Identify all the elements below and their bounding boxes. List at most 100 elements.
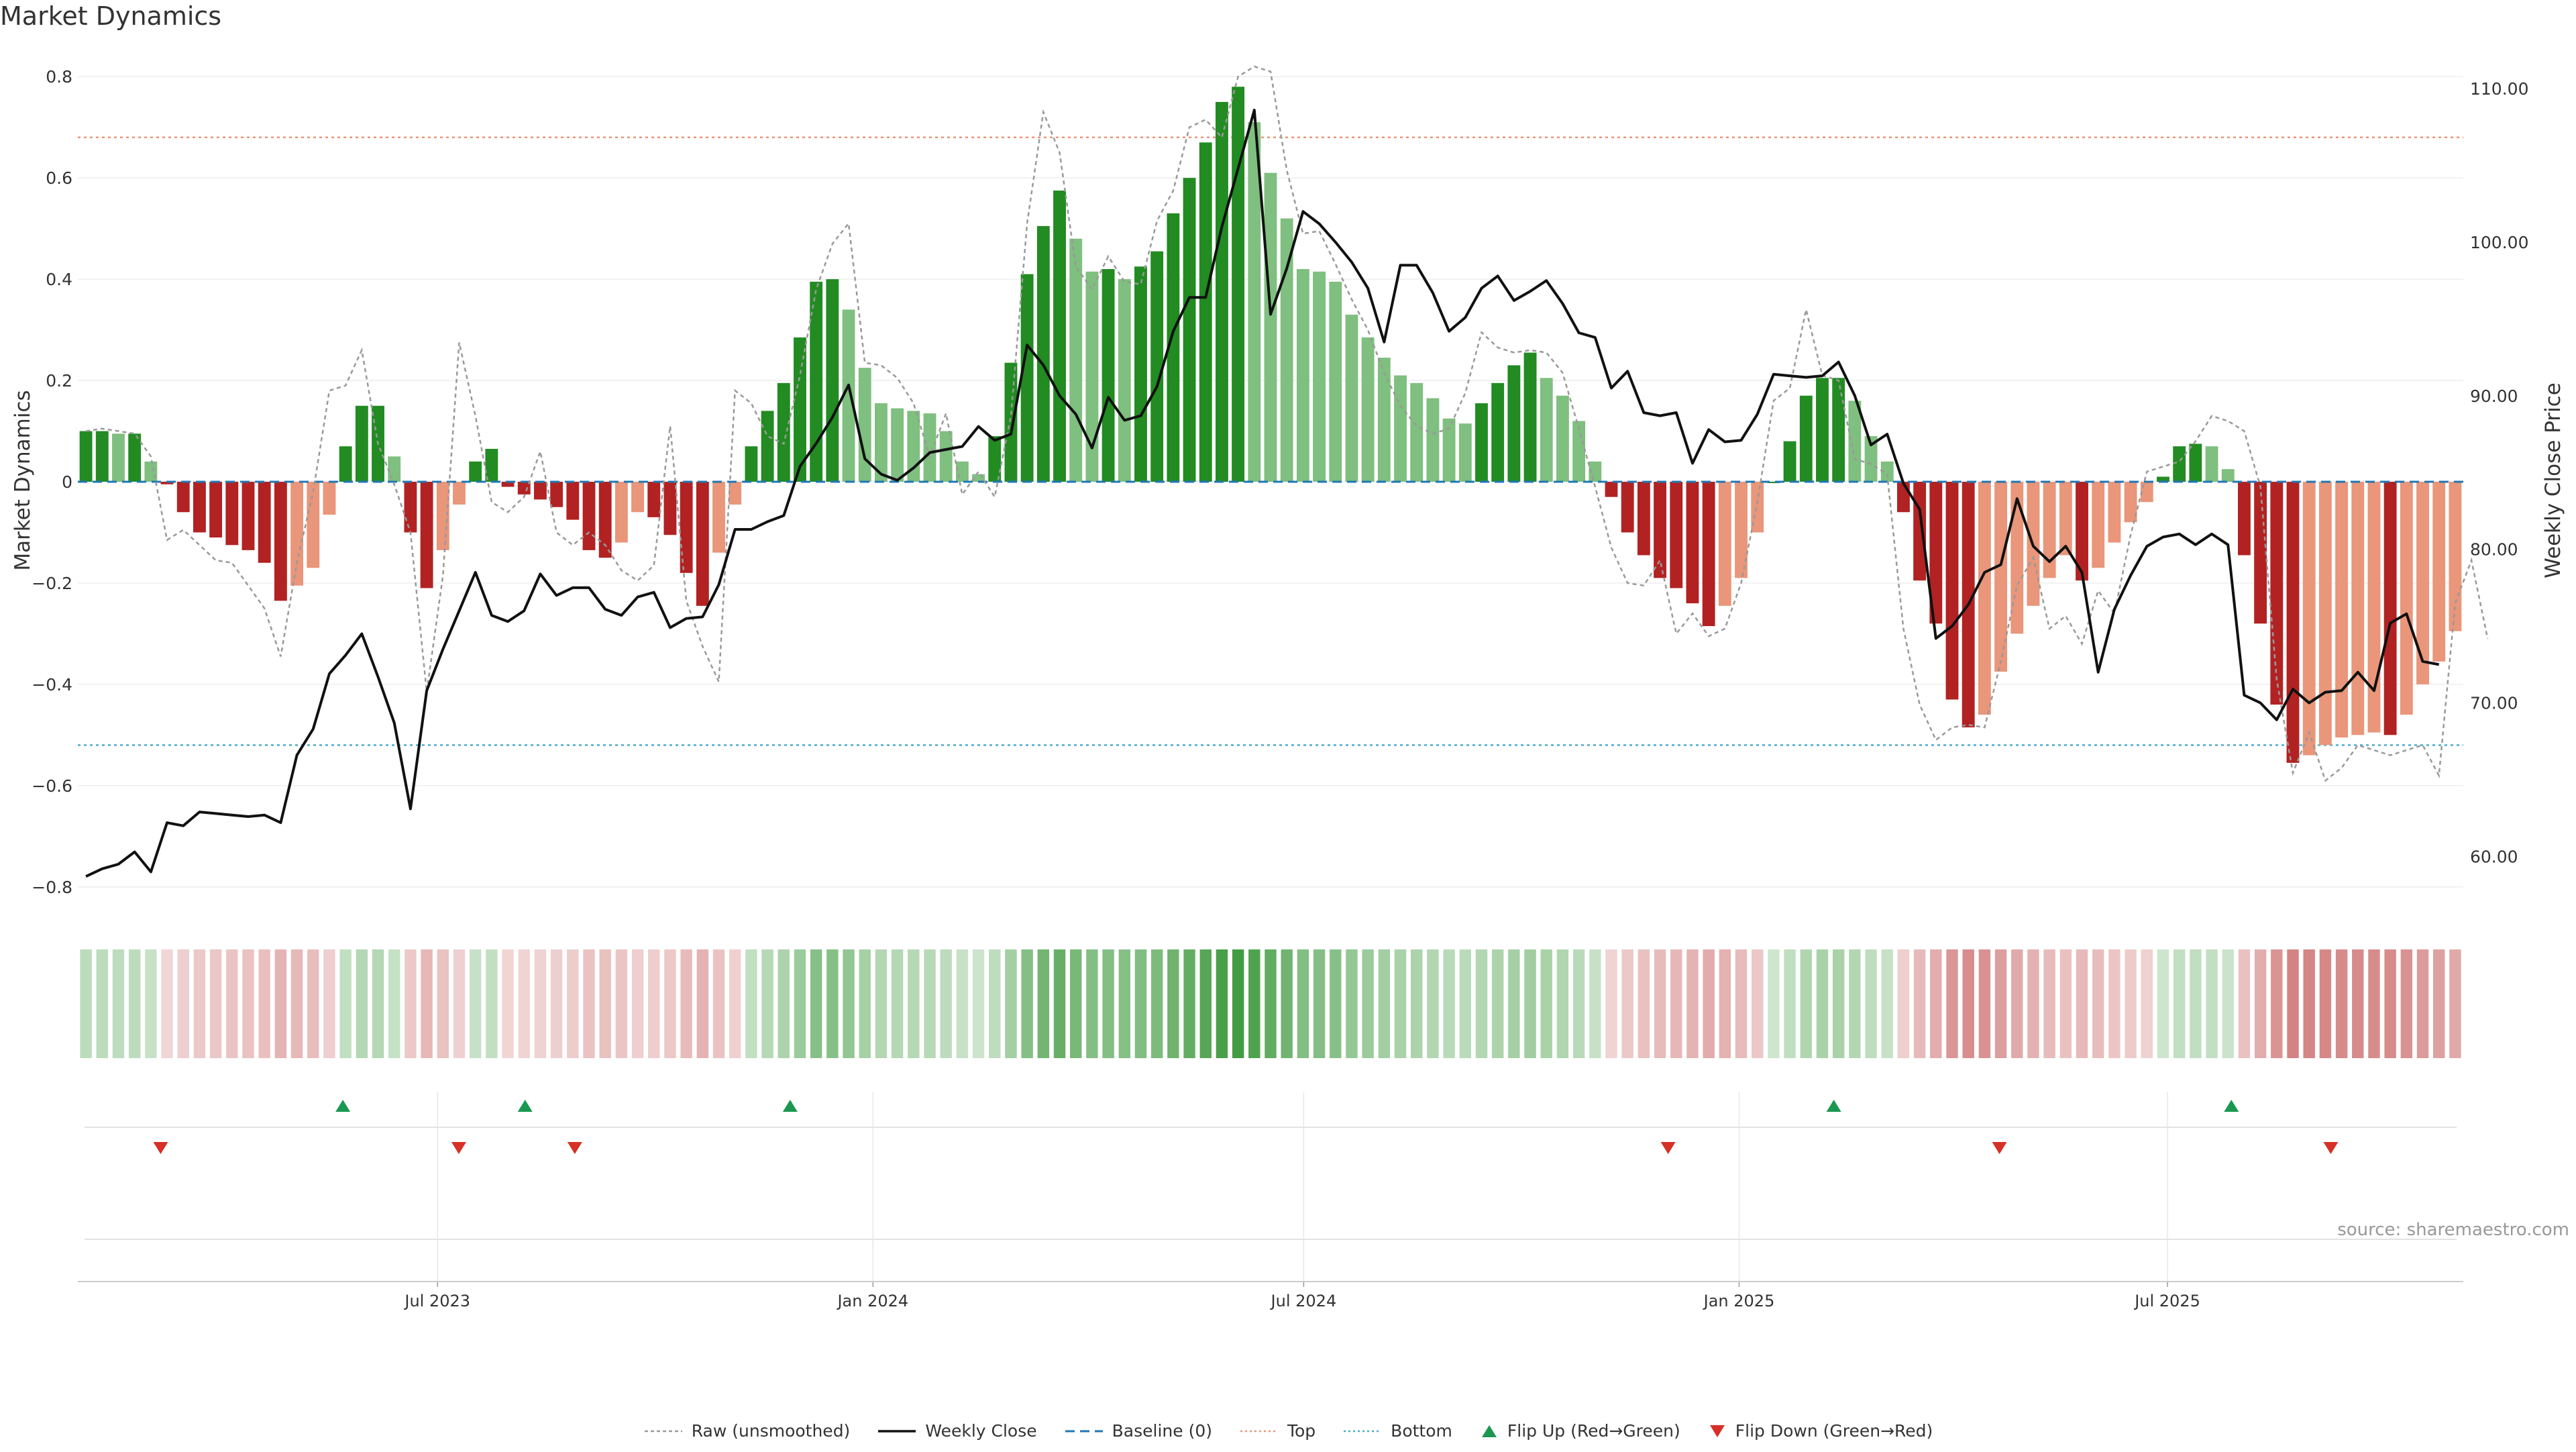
dynamics-bar bbox=[1426, 398, 1440, 482]
heat-strip-cell bbox=[1313, 949, 1326, 1058]
heat-strip-cell bbox=[1459, 949, 1471, 1058]
heat-strip-cell bbox=[290, 949, 303, 1058]
dynamics-bar bbox=[631, 482, 645, 513]
legend-bottom-swatch bbox=[1344, 1430, 1382, 1432]
heat-strip-cell bbox=[1102, 949, 1114, 1058]
dynamics-bar bbox=[1491, 382, 1505, 482]
heat-strip-cell bbox=[1849, 949, 1861, 1058]
heat-strip-cell bbox=[1248, 949, 1260, 1058]
dynamics-bar bbox=[1864, 436, 1878, 482]
legend-close: Weekly Close bbox=[877, 1421, 1037, 1441]
flip-down-marker bbox=[2323, 1142, 2339, 1154]
heat-strip-cell bbox=[956, 949, 969, 1058]
heat-strip-cell bbox=[469, 949, 482, 1058]
dynamics-bar bbox=[355, 405, 368, 482]
y2-tick-label: 60.00 bbox=[2470, 847, 2518, 866]
dynamics-bar bbox=[2124, 482, 2137, 523]
dynamics-bar bbox=[176, 482, 190, 513]
x-tick-label: Jul 2024 bbox=[1270, 1292, 1337, 1310]
dynamics-bar bbox=[1458, 423, 1472, 482]
dynamics-bar bbox=[2076, 482, 2088, 581]
dynamics-bar bbox=[1410, 382, 1424, 482]
dynamics-bar bbox=[388, 456, 401, 482]
y-tick-label: 0 bbox=[62, 472, 72, 492]
heat-strip-cell bbox=[405, 949, 417, 1058]
heat-strip-cell bbox=[1897, 949, 1910, 1058]
heat-strip-cell bbox=[1978, 949, 1991, 1058]
heat-strip-cell bbox=[2254, 949, 2267, 1058]
heat-strip-cell bbox=[891, 949, 904, 1058]
dynamics-bar bbox=[1150, 251, 1164, 482]
dynamics-bar bbox=[1654, 482, 1667, 578]
dynamics-bar bbox=[1994, 482, 2008, 672]
heat-strip-cell bbox=[2027, 949, 2039, 1058]
heat-strip-cell bbox=[761, 949, 773, 1058]
dynamics-bar bbox=[1767, 482, 1780, 483]
heat-strip-cell bbox=[80, 949, 92, 1058]
legend-flip-down-label: Flip Down (Green→Red) bbox=[1735, 1421, 1933, 1441]
heat-strip-cell bbox=[2141, 949, 2153, 1058]
flip-up-marker bbox=[2224, 1100, 2239, 1112]
heat-strip-cell bbox=[1005, 949, 1017, 1058]
dynamics-bar bbox=[1248, 122, 1261, 482]
dynamics-bar bbox=[1686, 482, 1699, 604]
dynamics-bar bbox=[2302, 482, 2316, 756]
x-tick-label: Jan 2024 bbox=[836, 1292, 908, 1310]
heat-strip-cell bbox=[2125, 949, 2137, 1058]
flip-up-marker bbox=[1826, 1100, 1841, 1112]
dynamics-bar bbox=[1036, 225, 1050, 482]
heat-strip-cell bbox=[2368, 949, 2380, 1058]
heat-strip-cell bbox=[1265, 949, 1277, 1058]
dynamics-bar bbox=[225, 482, 239, 546]
heat-strip-cell bbox=[2011, 949, 2023, 1058]
legend-top-swatch bbox=[1240, 1430, 1278, 1432]
dynamics-bar bbox=[1215, 101, 1228, 482]
heat-strip-cell bbox=[145, 949, 157, 1058]
heat-strip-cell bbox=[356, 949, 368, 1058]
heat-strip-cell bbox=[1638, 949, 1650, 1058]
heat-strip-cell bbox=[810, 949, 822, 1058]
dynamics-bar bbox=[988, 436, 1002, 482]
dynamics-bar bbox=[647, 482, 661, 517]
heat-strip-cell bbox=[2076, 949, 2088, 1058]
heat-strip-cell bbox=[989, 949, 1001, 1058]
flip-up-marker bbox=[782, 1100, 798, 1112]
dynamics-bar bbox=[729, 482, 742, 505]
heat-strip-cell bbox=[339, 949, 352, 1058]
heat-strip-cell bbox=[843, 949, 855, 1058]
heat-strip-cell bbox=[2449, 949, 2461, 1058]
heat-strip bbox=[80, 949, 2461, 1058]
heat-strip-cell bbox=[1443, 949, 1455, 1058]
heat-strip-cell bbox=[274, 949, 287, 1058]
dynamics-bar bbox=[2189, 444, 2202, 482]
dynamics-bar bbox=[2286, 482, 2300, 763]
heat-strip-cell bbox=[615, 949, 628, 1058]
heat-strip-cell bbox=[567, 949, 579, 1058]
x-tick-label: Jul 2023 bbox=[403, 1292, 470, 1310]
dynamics-bar bbox=[2351, 482, 2365, 735]
dynamics-bar bbox=[436, 482, 449, 550]
heat-strip-cell bbox=[2157, 949, 2169, 1058]
flip-down-marker bbox=[1992, 1142, 2007, 1154]
heat-strip-cell bbox=[502, 949, 514, 1058]
heat-strip-cell bbox=[1962, 949, 1974, 1058]
heat-strip-cell bbox=[1605, 949, 1617, 1058]
heat-strip-cell bbox=[1118, 949, 1130, 1058]
heat-strip-cell bbox=[1670, 949, 1682, 1058]
dynamics-bar bbox=[1637, 482, 1650, 556]
dynamics-bar bbox=[858, 368, 871, 482]
heat-strip-cell bbox=[1654, 949, 1666, 1058]
heat-strip-cell bbox=[1540, 949, 1552, 1058]
dynamics-bar bbox=[258, 482, 271, 563]
dynamics-bar bbox=[2221, 469, 2235, 482]
heat-strip-cell bbox=[2190, 949, 2202, 1058]
heat-strip-cell bbox=[209, 949, 222, 1058]
heat-strip-cell bbox=[226, 949, 238, 1058]
dynamics-bar bbox=[1945, 482, 1959, 700]
heat-strip-cell bbox=[972, 949, 985, 1058]
y-tick-label: 0.2 bbox=[46, 371, 72, 391]
dynamics-bar bbox=[1377, 358, 1391, 482]
heat-strip-cell bbox=[193, 949, 206, 1058]
dynamics-bar bbox=[1507, 365, 1521, 482]
heat-strip-cell bbox=[940, 949, 952, 1058]
